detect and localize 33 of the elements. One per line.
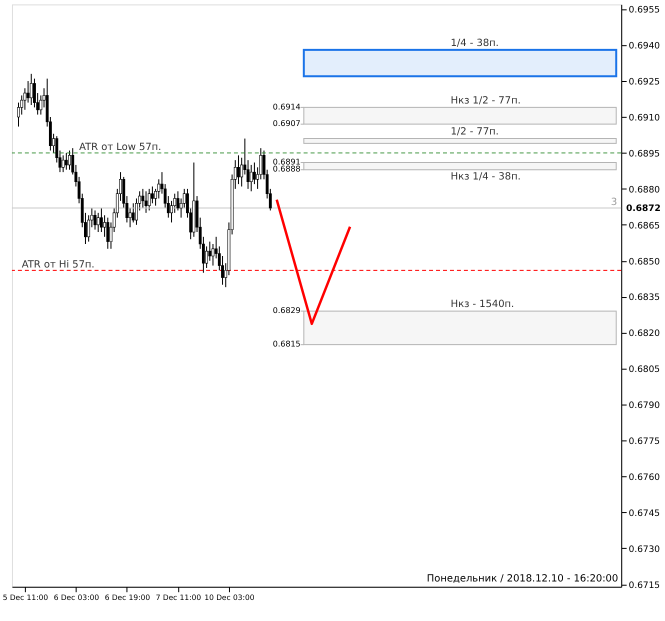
ref-line-label: 0.6872 (626, 204, 661, 214)
y-tick-label: 0.6760 (628, 472, 660, 483)
band-label: Нкз 1/2 - 77п. (450, 95, 521, 106)
band-label: Нкз - 1540п. (450, 299, 514, 310)
band-label: 1/2 - 77п. (450, 126, 499, 138)
ref-line-label: ATR от Hi 57п. (22, 259, 95, 270)
annotation: Понедельник / 2018.12.10 - 16:20:00 (426, 574, 618, 585)
y-tick-label: 0.6835 (628, 293, 660, 304)
ref-line-label: 0.6891 (272, 158, 301, 167)
ref-line-label: 0.6914 (272, 102, 301, 112)
ref-line-label: 0.6815 (272, 340, 301, 349)
y-tick-label: 0.6880 (628, 185, 660, 196)
y-tick-label: 0.6820 (628, 329, 660, 340)
y-tick-label: 0.6865 (628, 221, 660, 232)
band-label: 1/4 - 38п. (450, 38, 499, 49)
y-tick-label: 0.6790 (628, 401, 660, 412)
ref-line-label: 0.6888 (272, 164, 301, 174)
ref-line-label: 0.6907 (272, 119, 301, 128)
ref-line-label: ATR от Low 57п. (79, 142, 162, 153)
y-tick-label: 0.6910 (628, 113, 660, 124)
y-tick-label: 0.6730 (628, 544, 660, 555)
y-tick-label: 0.6925 (628, 78, 660, 88)
ref-line-label: 0.6829 (272, 306, 301, 316)
band-label: Нкз 1/4 - 38п. (450, 172, 521, 183)
y-tick-label: 0.6955 (628, 6, 660, 16)
y-tick-label: 0.6775 (628, 437, 660, 448)
y-tick-label: 0.6715 (628, 580, 660, 591)
y-tick-label: 0.6940 (628, 42, 660, 52)
y-tick-label: 0.6895 (628, 149, 660, 160)
y-tick-label: 0.6805 (628, 365, 660, 376)
y-tick-label: 0.6850 (628, 257, 660, 268)
annotation: 3 (610, 197, 618, 208)
y-tick-label: 0.6745 (628, 508, 660, 519)
